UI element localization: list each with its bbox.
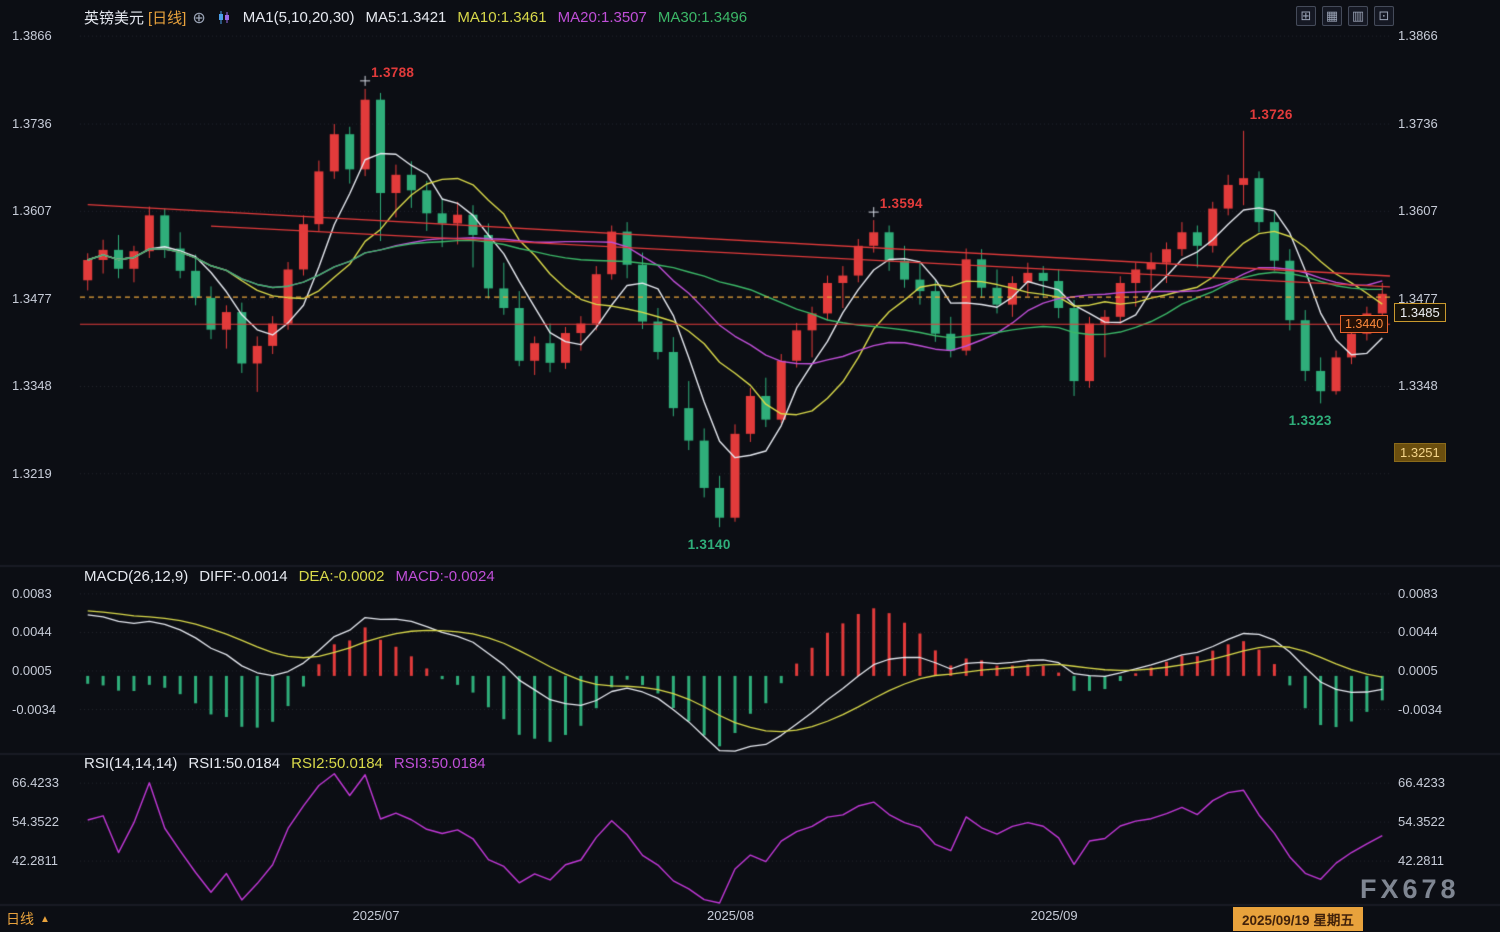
last-date-tag: 2025/09/19 星期五 (1233, 907, 1363, 931)
macd-label: MACD(26,12,9) (84, 568, 189, 585)
rsi3-value: RSI3:50.0184 (393, 755, 486, 772)
rsi1-value: RSI1:50.0184 (188, 755, 281, 772)
rsi-label: RSI(14,14,14) (84, 755, 178, 772)
symbol-name: 英镑美元 (84, 10, 145, 27)
layout-toolbar: ⊞ ▦ ▥ ⊡ (1296, 6, 1394, 26)
rsi2-value: RSI2:50.0184 (291, 755, 383, 772)
footer-period: 日线 ▲ (6, 909, 50, 929)
macd-dea-value: DEA:-0.0002 (298, 568, 385, 585)
indicator-icon (217, 10, 232, 25)
layout-columns-icon[interactable]: ▥ (1348, 6, 1368, 26)
add-compare-icon[interactable]: ⊕ (192, 9, 206, 27)
ma20-value: MA20:1.3507 (557, 9, 647, 26)
layout-grid-icon[interactable]: ⊞ (1296, 6, 1316, 26)
ma10-value: MA10:1.3461 (457, 9, 547, 26)
ma30-value: MA30:1.3496 (657, 9, 748, 26)
watermark: FX678 (1360, 874, 1460, 904)
layout-panes-icon[interactable]: ▦ (1322, 6, 1342, 26)
period-selector[interactable]: [日线] (148, 10, 187, 27)
macd-value: MACD:-0.0024 (395, 568, 495, 585)
macd-header: MACD(26,12,9) DIFF:-0.0014 DEA:-0.0002 M… (84, 568, 495, 585)
layout-single-icon[interactable]: ⊡ (1374, 6, 1394, 26)
main-chart-header: 英镑美元 [日线] ⊕ MA1(5,10,20,30) MA5:1.3421 M… (84, 7, 747, 28)
rsi-header: RSI(14,14,14) RSI1:50.0184 RSI2:50.0184 … (84, 755, 486, 772)
footer-period-button[interactable]: 日线 (6, 911, 34, 927)
ma-group-label: MA1(5,10,20,30) (242, 9, 355, 26)
macd-diff-value: DIFF:-0.0014 (199, 568, 288, 585)
period-up-icon: ▲ (40, 913, 50, 925)
ma5-value: MA5:1.3421 (365, 9, 447, 26)
